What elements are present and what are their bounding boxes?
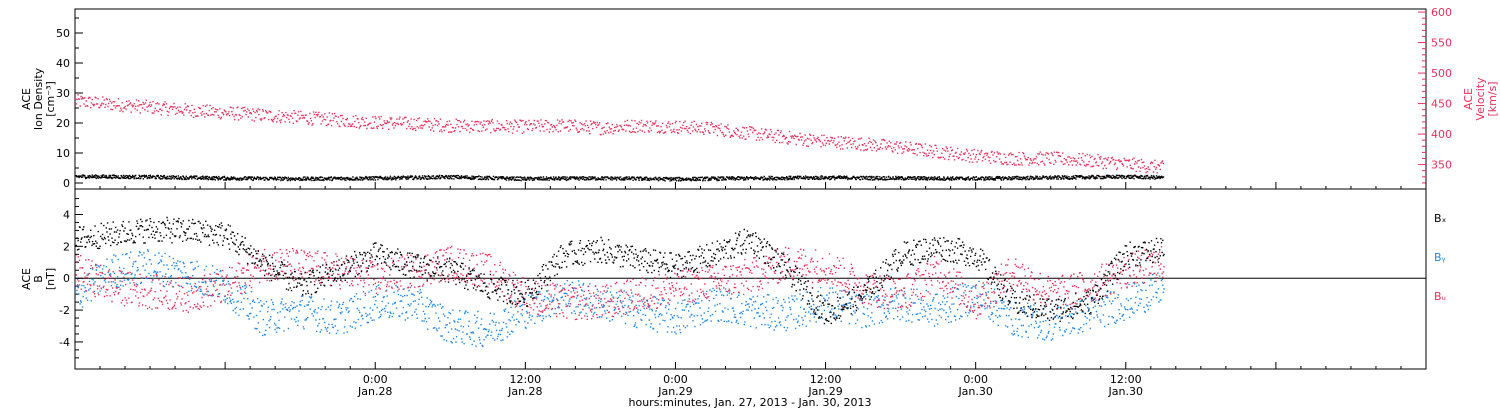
velocity-label-line2: Velocity [1474,77,1487,121]
legend-bx: Bₓ [1434,212,1447,225]
x-axis-label: hours:minutes, Jan. 27, 2013 - Jan. 30, … [629,396,872,409]
density-tick-label: 10 [56,147,70,160]
x-tick-date-label: Jan.28 [357,385,392,398]
b-label-line1: ACE [20,268,33,290]
density-series [75,174,1165,182]
top-panel-frame [74,8,1427,190]
x-tick-time-label: 12:00 [810,373,842,386]
x-tick-date-label: Jan.28 [507,385,542,398]
velocity-label-line1: ACE [1462,88,1475,110]
b-axis-label: ACE B [nT] [20,268,57,290]
velocity-tick-label: 400 [1431,128,1452,141]
b-tick-label: 0 [63,272,70,285]
velocity-tick-label: 350 [1431,159,1452,172]
velocity-series [75,94,1164,174]
b-tick-label: -2 [59,304,70,317]
b-tick-label: 4 [63,208,70,221]
density-tick-label: 0 [63,177,70,190]
top-panel-data [75,94,1165,182]
density-tick-label: 30 [56,87,70,100]
density-label-line3: [cm⁻³] [44,81,57,117]
density-tick-label: 50 [56,27,70,40]
x-tick-time-label: 12:00 [509,373,541,386]
density-tick-label: 20 [56,117,70,130]
x-tick-date-label: Jan.29 [807,385,842,398]
bottom-panel-data [75,216,1165,347]
density-label-line2: Ion Density [32,67,45,130]
density-axis-label: ACE Ion Density [cm⁻³] [20,67,57,130]
velocity-tick-label: 550 [1431,37,1452,50]
b-tick-label: 2 [63,240,70,253]
x-tick-time-label: 12:00 [1110,373,1142,386]
b-label-line3: [nT] [44,268,57,290]
density-label-line1: ACE [20,88,33,110]
velocity-axis-label: ACE Velocity [km/s] [1462,77,1499,121]
bottom-y-axis: -4 -2 0 2 4 [59,198,83,359]
velocity-tick-label: 500 [1431,67,1452,80]
top-left-y-axis: 0 10 20 30 40 50 [56,17,83,190]
x-tick-date-label: Jan.30 [1108,385,1143,398]
b-label-line2: B [32,275,45,283]
x-tick-time-label: 0:00 [963,373,988,386]
b-tick-label: -4 [59,336,70,349]
velocity-tick-label: 600 [1431,6,1452,19]
x-axis-ticks: 0:00Jan.2812:00Jan.280:00Jan.2912:00Jan.… [74,182,1427,398]
top-right-y-axis: 350 400 450 500 550 600 [1418,6,1452,184]
x-tick-date-label: Jan.30 [957,385,992,398]
x-tick-time-label: 0:00 [363,373,388,386]
velocity-label-line3: [km/s] [1486,81,1499,116]
density-tick-label: 40 [56,57,70,70]
legend-by: Bᵧ [1434,251,1446,264]
x-tick-time-label: 0:00 [663,373,688,386]
velocity-tick-label: 450 [1431,98,1452,111]
x-tick-date-label: Jan.29 [657,385,692,398]
legend-bz: Bᵤ [1434,290,1446,303]
